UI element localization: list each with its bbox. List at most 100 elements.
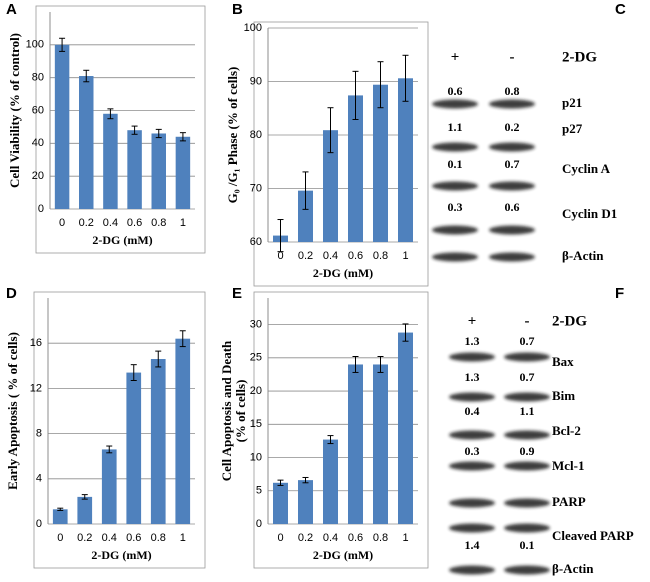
plot-frame	[35, 5, 206, 254]
y-tick-label: 40	[32, 137, 44, 149]
x-tick-label: 0.6	[127, 217, 142, 229]
y-axis-label: G₀ /G₁ Phase (% of cells)	[225, 67, 240, 204]
band-quantity: 0.8	[505, 84, 520, 98]
y-tick-label: 100	[244, 22, 262, 34]
blot-band	[432, 225, 478, 235]
y-tick-label: 80	[250, 129, 262, 141]
plot-frame	[253, 21, 429, 287]
blot-header: +	[451, 49, 460, 65]
blot-band	[449, 523, 495, 533]
band-quantity: 1.1	[448, 120, 463, 134]
x-tick-label: 0	[277, 250, 283, 262]
bar	[323, 130, 338, 242]
band-quantity: 1.4	[465, 538, 480, 552]
bar	[398, 332, 413, 524]
protein-name: Cyclin A	[562, 161, 611, 176]
bar	[348, 95, 363, 242]
bar	[54, 44, 70, 210]
x-tick-label: 0.2	[298, 532, 313, 544]
blot-band	[504, 498, 550, 508]
bar	[101, 449, 117, 524]
blot-header: -	[525, 313, 530, 329]
x-tick-label: 0.8	[151, 532, 166, 544]
blot-band	[432, 181, 478, 191]
y-tick-label: 60	[250, 236, 262, 248]
plot-frame	[33, 291, 206, 569]
y-tick-label: 0	[38, 203, 44, 215]
x-tick-label: 0.2	[298, 250, 313, 262]
y-axis-label: Cell Apoptosis and Death	[219, 340, 234, 481]
blot-band	[449, 498, 495, 508]
band-quantity: 0.1	[448, 157, 463, 171]
panel-letter: C	[615, 1, 626, 18]
band-quantity: 0.9	[520, 444, 535, 458]
band-quantity: 0.2	[505, 120, 520, 134]
band-quantity: 0.6	[448, 84, 463, 98]
y-tick-label: 12	[30, 382, 42, 394]
blot-band	[504, 392, 550, 402]
blot-band	[504, 461, 550, 471]
y-tick-label: 8	[36, 428, 42, 440]
bar	[348, 364, 363, 524]
bar	[77, 496, 93, 524]
band-quantity: 0.7	[520, 370, 535, 384]
x-axis-label: 2-DG (mM)	[313, 266, 373, 280]
bar	[175, 338, 191, 524]
blot-band	[504, 565, 550, 575]
bar	[373, 364, 388, 524]
protein-name: Bax	[552, 354, 574, 369]
blot-band	[449, 461, 495, 471]
y-tick-label: 15	[250, 418, 262, 430]
x-axis-label: 2-DG (mM)	[313, 548, 373, 562]
x-tick-label: 0.6	[348, 250, 363, 262]
protein-name: Cleaved PARP	[552, 528, 634, 543]
protein-name: p21	[562, 95, 582, 110]
y-tick-label: 0	[36, 518, 42, 530]
x-tick-label: 1	[180, 217, 186, 229]
protein-name: β-Actin	[562, 248, 604, 263]
x-tick-label: 0	[277, 532, 283, 544]
band-quantity: 1.3	[465, 370, 480, 384]
y-tick-label: 5	[256, 485, 262, 497]
blot-header: 2-DG	[562, 49, 597, 65]
bar	[79, 76, 94, 210]
band-quantity: 0.7	[520, 334, 535, 348]
band-quantity: 1.3	[465, 334, 480, 348]
bar	[127, 130, 142, 209]
y-tick-label: 60	[32, 104, 44, 116]
panel-letter: B	[232, 1, 243, 18]
blot-band	[432, 99, 478, 109]
bar	[175, 136, 191, 209]
blot-band	[504, 430, 550, 440]
protein-name: β-Actin	[552, 561, 594, 576]
x-tick-label: 1	[402, 250, 408, 262]
protein-name: PARP	[552, 494, 586, 509]
x-axis-label: 2-DG (mM)	[91, 548, 151, 562]
blot-band	[489, 252, 535, 262]
bar	[323, 439, 338, 524]
blot-band	[504, 523, 550, 533]
y-tick-label: 90	[250, 75, 262, 87]
blot-band	[489, 225, 535, 235]
bar	[273, 482, 288, 524]
panel-letter: D	[6, 285, 17, 302]
protein-name: Bim	[552, 388, 575, 403]
x-tick-label: 0.4	[103, 217, 118, 229]
panel-letter: E	[232, 285, 242, 302]
y-axis-label: Cell Viability (% of control)	[7, 33, 22, 188]
x-tick-label: 0.4	[323, 250, 338, 262]
bar	[126, 372, 142, 524]
x-tick-label: 0.2	[77, 532, 92, 544]
blot-band	[489, 142, 535, 152]
x-tick-label: 0.6	[126, 532, 141, 544]
band-quantity: 0.7	[505, 157, 520, 171]
band-quantity: 0.3	[465, 444, 480, 458]
bar	[52, 509, 68, 524]
x-tick-label: 1	[402, 532, 408, 544]
y-tick-label: 25	[250, 352, 262, 364]
panel-letter: F	[615, 285, 624, 302]
protein-name: Cyclin D1	[562, 206, 617, 221]
x-tick-label: 0.8	[373, 250, 388, 262]
y-tick-label: 30	[250, 318, 262, 330]
